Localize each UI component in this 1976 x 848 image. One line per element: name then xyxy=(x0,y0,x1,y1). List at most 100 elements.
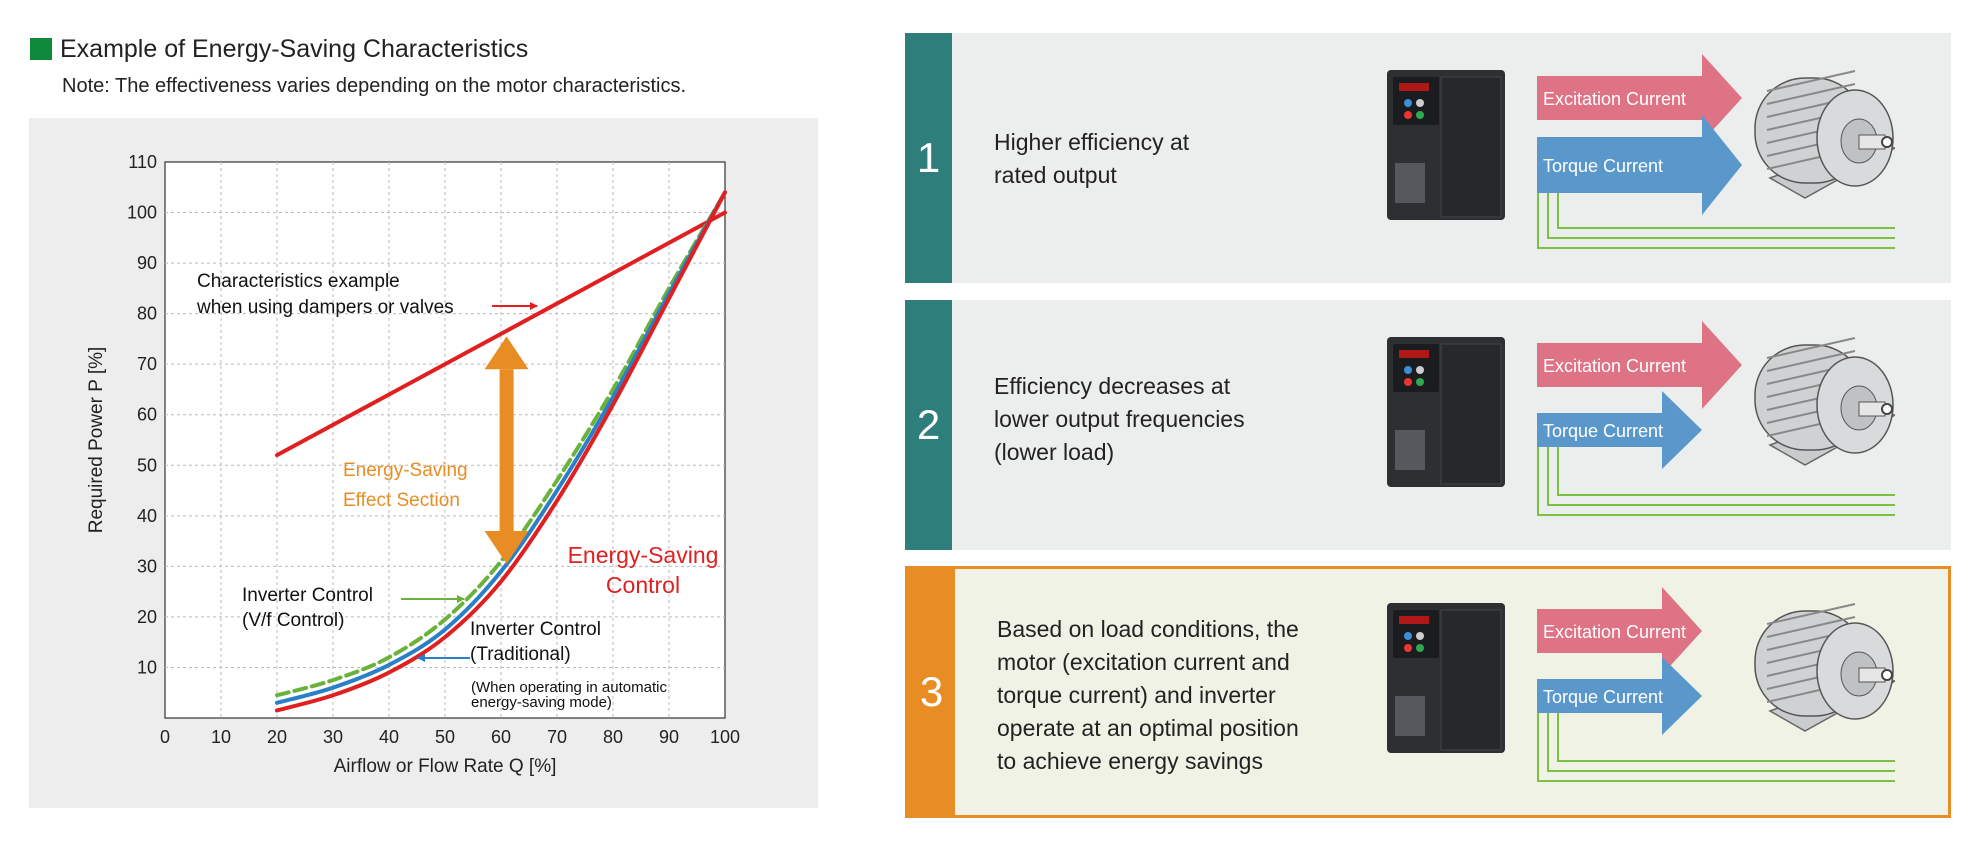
inverter-button xyxy=(1404,99,1412,107)
effect-arrow-head-down xyxy=(484,530,529,564)
step-1-panel: 1 Higher efficiency at rated output Exci… xyxy=(905,33,1951,283)
series-line-1 xyxy=(275,210,727,458)
series-line-4 xyxy=(275,190,727,713)
inverter-cover xyxy=(1440,343,1502,485)
inverter-button xyxy=(1404,644,1412,652)
annotation-damper: when using dampers or valves xyxy=(196,297,454,318)
energy-saving-chart: 0 10 20 30 40 50 60 70 80 90 100 10 20 30 40 50 60 70 80 90… xyxy=(86,152,740,777)
torque-current-arrow xyxy=(1537,657,1702,735)
inverter-button xyxy=(1416,632,1424,640)
step-description: Efficiency decreases at lower output fre… xyxy=(994,373,1245,465)
y-tick-label: 60 xyxy=(137,405,157,425)
y-tick-label: 70 xyxy=(137,354,157,374)
excitation-current-arrow xyxy=(1537,321,1742,409)
y-tick-label: 100 xyxy=(127,203,157,223)
chart-panel: 0 10 20 30 40 50 60 70 80 90 100 10 20 30 40 50 60 70 80 90… xyxy=(29,118,818,808)
motor-shaft-tip xyxy=(1881,403,1893,415)
inverter-display xyxy=(1399,83,1429,91)
inverter-cover xyxy=(1440,76,1502,218)
y-tick-label: 40 xyxy=(137,506,157,526)
annotation-damper: Characteristics example xyxy=(197,271,400,292)
wire-line xyxy=(1537,173,1895,249)
x-axis-label: Airflow or Flow Rate Q [%] xyxy=(334,756,557,777)
step-description: Higher efficiency at rated output xyxy=(994,129,1190,188)
title-row: Example of Energy-Saving Characteristics xyxy=(30,34,528,64)
wire-line xyxy=(1537,440,1895,516)
step-number: 2 xyxy=(905,300,952,550)
inverter-label xyxy=(1395,430,1425,470)
x-tick-label: 90 xyxy=(659,727,679,747)
x-tick-label: 70 xyxy=(547,727,567,747)
annotation-auto-mode: energy-saving mode) xyxy=(471,694,612,711)
excitation-current-arrow xyxy=(1537,587,1702,675)
y-axis-label: Required Power P [%] xyxy=(86,347,107,534)
y-tick-label: 30 xyxy=(137,556,157,576)
excitation-current-label: Excitation Current xyxy=(1543,356,1686,376)
step-2-panel: 2 Efficiency decreases at lower output f… xyxy=(905,300,1951,550)
wire-line xyxy=(1557,686,1895,762)
annotation-vf-control: (V/f Control) xyxy=(242,610,344,631)
green-square-icon xyxy=(30,38,52,60)
inverter-button xyxy=(1416,366,1424,374)
annotation-auto-mode: (When operating in automatic xyxy=(471,679,667,696)
motor-fin xyxy=(1766,616,1856,638)
y-tick-label: 110 xyxy=(128,152,157,172)
x-tick-label: 50 xyxy=(435,727,455,747)
inverter-button xyxy=(1404,378,1412,386)
x-tick-label: 40 xyxy=(379,727,399,747)
torque-current-arrow xyxy=(1537,391,1702,469)
excitation-current-label: Excitation Current xyxy=(1543,89,1686,109)
torque-current-label: Torque Current xyxy=(1543,421,1663,441)
inverter-motor-diagram: Excitation Current Torque Current xyxy=(1387,54,1895,249)
note-text: Note: The effectiveness varies depending… xyxy=(62,75,687,97)
y-tick-label: 10 xyxy=(137,657,157,677)
motor-fin xyxy=(1766,603,1856,625)
annotation-effect-section: Energy-Saving xyxy=(343,460,468,481)
motor-fin xyxy=(1766,350,1856,372)
x-tick-label: 0 xyxy=(160,727,170,747)
motor-shaft-tip xyxy=(1881,669,1893,681)
step-3-panel: 3 Based on load conditions, the motor (e… xyxy=(905,566,1951,818)
series-line-3 xyxy=(275,190,727,705)
wire-line xyxy=(1537,706,1895,782)
page-title: Example of Energy-Saving Characteristics xyxy=(60,34,529,63)
inverter-display xyxy=(1399,616,1429,624)
inverter-button xyxy=(1404,111,1412,119)
torque-current-arrow xyxy=(1537,115,1742,215)
x-tick-label: 10 xyxy=(211,727,231,747)
x-tick-label: 80 xyxy=(603,727,623,747)
torque-current-label: Torque Current xyxy=(1543,156,1663,176)
inverter-motor-diagram: Excitation Current Torque Current xyxy=(1387,587,1895,782)
step-number: 1 xyxy=(905,33,952,283)
wire-line xyxy=(1557,420,1895,496)
torque-current-label: Torque Current xyxy=(1543,687,1663,707)
wire-line xyxy=(1547,696,1895,772)
inverter-button xyxy=(1416,111,1424,119)
inverter-label xyxy=(1395,696,1425,736)
inverter-display xyxy=(1399,350,1429,358)
x-tick-label: 20 xyxy=(267,727,287,747)
x-tick-label: 60 xyxy=(491,727,511,747)
inverter-cover xyxy=(1440,609,1502,751)
motor-shaft-tip xyxy=(1881,136,1893,148)
step-description: Based on load conditions, the motor (exc… xyxy=(997,616,1299,774)
annotation-energy-saving-control: Control xyxy=(606,572,680,598)
y-tick-label: 80 xyxy=(137,304,157,324)
excitation-current-arrow xyxy=(1537,54,1742,142)
inverter-label xyxy=(1395,163,1425,203)
inverter-button xyxy=(1416,644,1424,652)
excitation-current-label: Excitation Current xyxy=(1543,622,1686,642)
x-tick-label: 100 xyxy=(710,727,740,747)
annotation-energy-saving-control: Energy-Saving xyxy=(568,542,719,568)
motor-fin xyxy=(1766,83,1856,105)
annotation-vf-control: Inverter Control xyxy=(242,585,373,606)
wire-line xyxy=(1547,430,1895,506)
inverter-button xyxy=(1404,366,1412,374)
motor-fin xyxy=(1766,70,1856,92)
motor-fin xyxy=(1766,337,1856,359)
step-number: 3 xyxy=(908,569,955,815)
y-tick-label: 90 xyxy=(137,253,157,273)
inverter-motor-diagram: Excitation Current Torque Current xyxy=(1387,321,1895,516)
annotation-effect-section: Effect Section xyxy=(343,490,460,511)
wire-line xyxy=(1547,163,1895,239)
